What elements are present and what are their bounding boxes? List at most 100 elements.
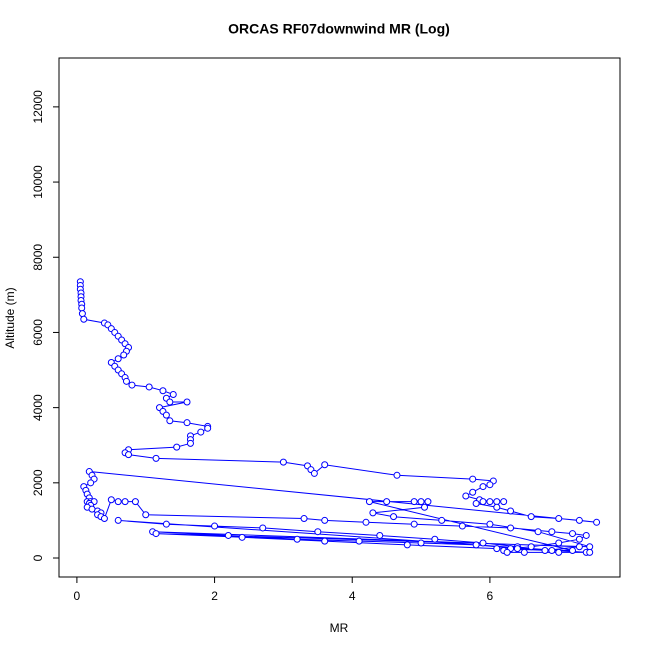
point bbox=[520, 548, 528, 556]
point bbox=[527, 513, 535, 521]
y-tick-label: 8000 bbox=[31, 244, 45, 271]
point bbox=[458, 522, 466, 530]
x-tick-label: 0 bbox=[74, 589, 81, 603]
point bbox=[421, 503, 429, 511]
point bbox=[469, 488, 477, 496]
point bbox=[114, 355, 122, 363]
point bbox=[131, 498, 139, 506]
point bbox=[369, 509, 377, 517]
point bbox=[87, 479, 95, 487]
point bbox=[410, 520, 418, 528]
point bbox=[310, 469, 318, 477]
y-tick-label: 12000 bbox=[31, 90, 45, 124]
point bbox=[486, 520, 494, 528]
point bbox=[541, 546, 549, 554]
point bbox=[569, 530, 577, 538]
point bbox=[376, 531, 384, 539]
point bbox=[166, 398, 174, 406]
point bbox=[575, 516, 583, 524]
point bbox=[166, 417, 174, 425]
point bbox=[555, 548, 563, 556]
point bbox=[431, 535, 439, 543]
x-tick-label: 4 bbox=[349, 589, 356, 603]
point bbox=[493, 498, 501, 506]
plot-frame bbox=[58, 57, 621, 578]
point bbox=[410, 498, 418, 506]
point bbox=[114, 498, 122, 506]
point bbox=[152, 530, 160, 538]
point bbox=[224, 531, 232, 539]
point bbox=[238, 533, 246, 541]
point bbox=[125, 451, 133, 459]
x-tick-label: 6 bbox=[487, 589, 494, 603]
point bbox=[183, 398, 191, 406]
point bbox=[293, 535, 301, 543]
x-axis-label: MR bbox=[330, 621, 349, 635]
point bbox=[472, 541, 480, 549]
point bbox=[197, 428, 205, 436]
point bbox=[424, 498, 432, 506]
y-tick-label: 10000 bbox=[31, 165, 45, 199]
point bbox=[503, 548, 511, 556]
y-tick-label: 4000 bbox=[31, 394, 45, 421]
point bbox=[527, 543, 535, 551]
point bbox=[159, 387, 167, 395]
point bbox=[128, 381, 136, 389]
point bbox=[593, 518, 601, 526]
point bbox=[145, 383, 153, 391]
point bbox=[122, 377, 130, 385]
point bbox=[582, 531, 590, 539]
point bbox=[152, 454, 160, 462]
point bbox=[162, 520, 170, 528]
point bbox=[259, 524, 267, 532]
point bbox=[365, 498, 373, 506]
y-axis-label: Altitude (m) bbox=[3, 287, 17, 348]
x-tick-label: 2 bbox=[211, 589, 218, 603]
point bbox=[355, 537, 363, 545]
point bbox=[390, 513, 398, 521]
point bbox=[493, 503, 501, 511]
point bbox=[507, 524, 515, 532]
chart-title: ORCAS RF07downwind MR (Log) bbox=[228, 21, 450, 37]
series-line bbox=[79, 281, 597, 553]
point bbox=[120, 351, 128, 359]
point bbox=[403, 541, 411, 549]
point bbox=[586, 548, 594, 556]
point bbox=[586, 543, 594, 551]
point bbox=[142, 511, 150, 519]
point bbox=[479, 483, 487, 491]
y-tick-label: 6000 bbox=[31, 319, 45, 346]
point bbox=[569, 546, 577, 554]
point bbox=[173, 443, 181, 451]
point bbox=[321, 461, 329, 469]
point bbox=[183, 419, 191, 427]
point bbox=[211, 522, 219, 530]
point bbox=[80, 315, 88, 323]
point bbox=[479, 539, 487, 547]
point bbox=[479, 498, 487, 506]
point bbox=[121, 498, 129, 506]
point bbox=[169, 390, 177, 398]
point bbox=[575, 543, 583, 551]
point bbox=[78, 304, 86, 312]
point bbox=[321, 516, 329, 524]
point bbox=[548, 528, 556, 536]
point bbox=[162, 411, 170, 419]
point bbox=[114, 516, 122, 524]
point bbox=[383, 498, 391, 506]
point bbox=[469, 475, 477, 483]
point bbox=[462, 492, 470, 500]
point bbox=[186, 439, 194, 447]
point bbox=[279, 458, 287, 466]
point bbox=[417, 498, 425, 506]
point bbox=[204, 424, 212, 432]
point bbox=[100, 515, 108, 523]
point bbox=[486, 498, 494, 506]
point bbox=[507, 507, 515, 515]
point bbox=[438, 516, 446, 524]
point bbox=[493, 545, 501, 553]
point bbox=[486, 481, 494, 489]
y-tick-label: 0 bbox=[31, 554, 45, 561]
point bbox=[300, 515, 308, 523]
